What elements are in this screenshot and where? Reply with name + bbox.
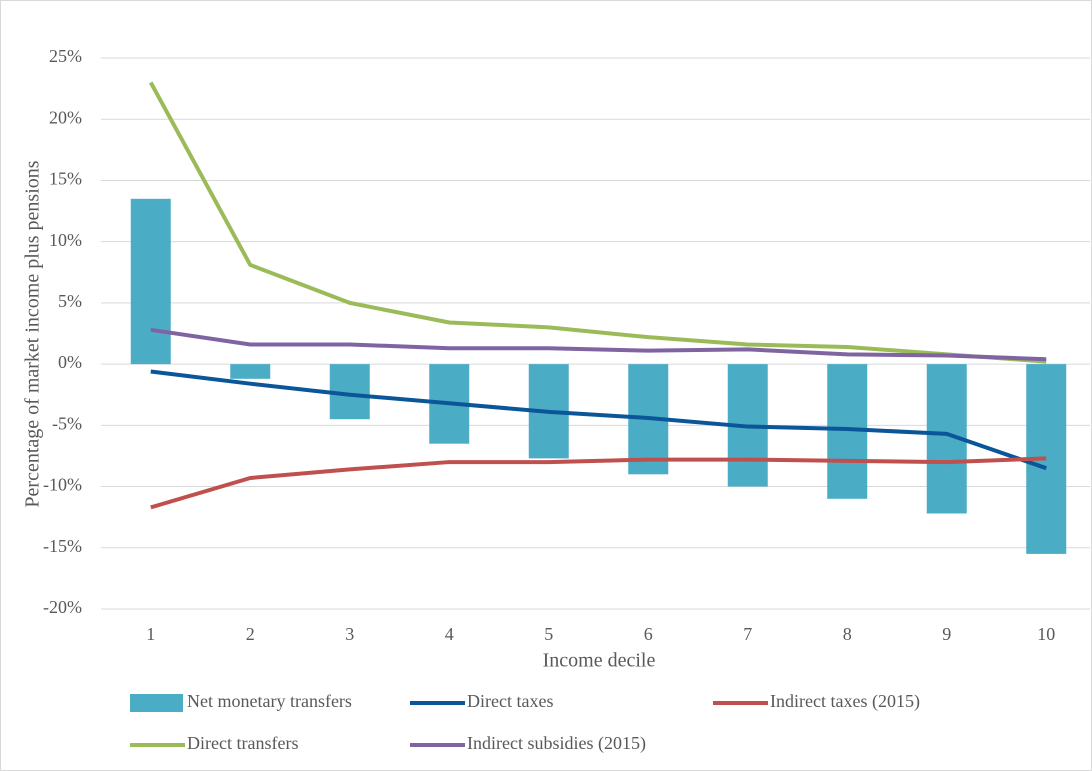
x-tick-label: 1 <box>146 624 155 644</box>
x-tick-label: 5 <box>544 624 553 644</box>
y-tick-label: -20% <box>43 597 82 617</box>
y-tick-label: -15% <box>43 536 82 556</box>
y-tick-label: 5% <box>58 291 82 311</box>
line <box>150 456 1047 510</box>
legend-label: Direct transfers <box>187 733 298 753</box>
line <box>148 81 1047 364</box>
y-tick-label: -10% <box>43 475 82 495</box>
legend-label: Indirect taxes (2015) <box>770 691 920 712</box>
x-tick-label: 2 <box>246 624 255 644</box>
y-tick-label: 20% <box>49 107 82 127</box>
y-axis-label: Percentage of market income plus pension… <box>22 160 44 507</box>
legend-swatch <box>130 694 183 712</box>
y-tick-label: 15% <box>49 169 82 189</box>
legend-label: Net monetary transfers <box>187 691 352 711</box>
x-axis-label: Income decile <box>543 650 656 672</box>
legend-label: Direct taxes <box>467 691 553 711</box>
y-tick-label: -5% <box>52 413 82 433</box>
bar <box>130 198 171 365</box>
bar <box>230 364 271 379</box>
x-tick-label: 7 <box>743 624 752 644</box>
x-tick-label: 9 <box>942 624 951 644</box>
x-tick-label: 6 <box>644 624 653 644</box>
y-tick-label: 0% <box>58 352 82 372</box>
y-tick-label: 10% <box>49 230 82 250</box>
line <box>150 327 1047 362</box>
y-tick-label: 25% <box>49 46 82 66</box>
x-tick-label: 10 <box>1037 624 1055 644</box>
x-tick-label: 8 <box>843 624 852 644</box>
x-tick-label: 3 <box>345 624 354 644</box>
legend-label: Indirect subsidies (2015) <box>467 733 646 754</box>
line <box>150 369 1047 471</box>
x-tick-label: 4 <box>445 624 454 644</box>
